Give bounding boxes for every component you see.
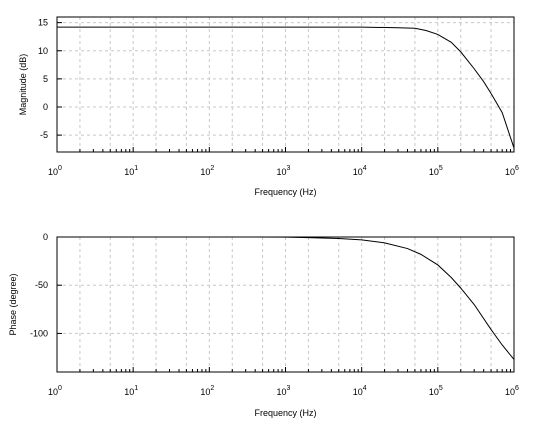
x-tick-base: 10 [505, 387, 515, 397]
y-tick-label: 15 [38, 18, 48, 28]
phase-x-tick-labels: 100 101 102 103 104 105 106 [48, 385, 519, 397]
x-tick-exponent: 5 [439, 165, 443, 172]
magnitude-curve [57, 26, 515, 149]
x-tick-base: 10 [277, 167, 287, 177]
x-tick-base: 10 [48, 167, 58, 177]
x-tick-exponent: 0 [58, 165, 62, 172]
magnitude-y-tick-labels: -5 0 5 10 15 [38, 18, 48, 141]
x-tick-label: 100 [48, 165, 62, 177]
x-tick-label: 103 [277, 385, 291, 397]
x-tick-label: 102 [200, 385, 214, 397]
x-tick-label: 104 [353, 165, 367, 177]
phase-ticks [56, 236, 515, 372]
x-tick-exponent: 4 [363, 165, 367, 172]
phase-y-axis-label: Phase (degree) [8, 273, 18, 335]
magnitude-x-tick-labels: 100 101 102 103 104 105 106 [48, 165, 519, 177]
x-tick-exponent: 1 [134, 165, 138, 172]
x-tick-exponent: 2 [210, 165, 214, 172]
x-tick-label: 103 [277, 165, 291, 177]
x-tick-label: 104 [353, 385, 367, 397]
x-tick-base: 10 [200, 387, 210, 397]
y-tick-label: 0 [43, 102, 48, 112]
phase-plot: -100-500 100 101 102 103 104 105 106 Frequency… [8, 232, 519, 418]
magnitude-y-axis-label: Magnitude (dB) [18, 54, 28, 116]
phase-curve [57, 236, 515, 360]
y-tick-label: -5 [40, 130, 48, 140]
x-tick-label: 106 [505, 385, 519, 397]
y-tick-label: 0 [43, 232, 48, 242]
x-tick-base: 10 [124, 387, 134, 397]
y-tick-label: 10 [38, 46, 48, 56]
magnitude-ticks [56, 22, 515, 152]
x-tick-label: 101 [124, 165, 138, 177]
magnitude-x-axis-label: Frequency (Hz) [254, 187, 316, 197]
x-tick-label: 101 [124, 385, 138, 397]
x-tick-exponent: 6 [515, 385, 519, 392]
x-tick-exponent: 2 [210, 385, 214, 392]
phase-x-axis-label: Frequency (Hz) [254, 408, 316, 418]
y-tick-label: 5 [43, 74, 48, 84]
y-tick-label: -100 [30, 328, 48, 338]
x-tick-exponent: 3 [287, 165, 291, 172]
x-tick-exponent: 5 [439, 385, 443, 392]
x-tick-base: 10 [277, 387, 287, 397]
x-tick-base: 10 [200, 167, 210, 177]
y-tick-label: -50 [35, 280, 48, 290]
x-tick-exponent: 0 [58, 385, 62, 392]
x-tick-label: 100 [48, 385, 62, 397]
x-tick-label: 102 [200, 165, 214, 177]
phase-grid [57, 237, 514, 372]
x-tick-label: 106 [505, 165, 519, 177]
x-tick-exponent: 1 [134, 385, 138, 392]
x-tick-base: 10 [505, 167, 515, 177]
x-tick-label: 105 [429, 165, 443, 177]
x-tick-base: 10 [429, 167, 439, 177]
magnitude-grid [57, 17, 514, 152]
x-tick-base: 10 [353, 167, 363, 177]
x-tick-exponent: 4 [363, 385, 367, 392]
x-tick-label: 105 [429, 385, 443, 397]
x-tick-base: 10 [353, 387, 363, 397]
x-tick-base: 10 [124, 167, 134, 177]
phase-y-tick-labels: -100 -50 0 [30, 232, 48, 338]
x-tick-exponent: 6 [515, 165, 519, 172]
x-tick-base: 10 [48, 387, 58, 397]
x-tick-exponent: 3 [287, 385, 291, 392]
x-tick-base: 10 [429, 387, 439, 397]
